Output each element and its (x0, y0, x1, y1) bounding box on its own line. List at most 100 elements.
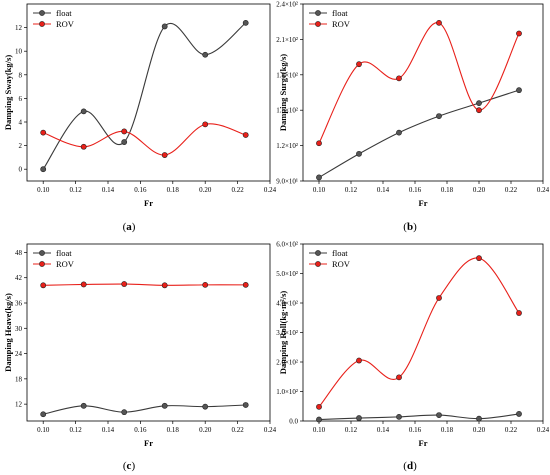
legend-label: float (56, 8, 72, 18)
y-tick-label: 1.0×10² (276, 388, 298, 396)
y-tick-label: 2.4×10² (276, 1, 298, 9)
data-point-ROV (121, 281, 128, 287)
y-axis-label: Damping Surge(kg/s) (278, 54, 288, 131)
legend-marker (39, 21, 45, 27)
data-point-ROV (40, 129, 47, 136)
data-point-float (516, 411, 522, 417)
data-point-float (40, 411, 47, 418)
series-line-float (318, 413, 520, 421)
data-point-float (396, 129, 402, 136)
y-tick-label: 10 (15, 48, 23, 56)
series-line-float (42, 22, 247, 170)
x-tick-label: 0.12 (345, 426, 358, 434)
data-point-float (476, 415, 482, 422)
x-tick-label: 0.22 (505, 426, 518, 434)
data-point-float (80, 402, 87, 409)
data-point-ROV (242, 281, 249, 288)
x-tick-label: 0.18 (441, 186, 454, 194)
x-tick-label: 0.20 (473, 426, 486, 434)
legend-label: ROV (332, 259, 351, 269)
x-tick-label: 0.18 (167, 186, 180, 194)
data-point-float (242, 19, 249, 26)
data-point-ROV (476, 107, 482, 114)
y-tick-label: 30 (15, 325, 23, 333)
x-tick-label: 0.24 (537, 426, 550, 434)
x-tick-label: 0.24 (264, 426, 277, 434)
series-line-float (43, 404, 246, 415)
y-axis-label: Damping Heave(kg/s) (3, 293, 13, 372)
data-point-float (476, 100, 482, 107)
data-point-float (202, 403, 209, 410)
x-tick-label: 0.14 (377, 186, 390, 194)
data-point-float (516, 87, 522, 94)
y-tick-label: 36 (15, 300, 23, 308)
data-point-ROV (396, 75, 402, 82)
legend-label: ROV (56, 19, 75, 29)
legend-label: float (332, 248, 348, 258)
data-point-float (396, 413, 402, 420)
x-tick-label: 0.10 (37, 426, 50, 434)
x-tick-label: 0.24 (537, 186, 550, 194)
data-point-float (80, 108, 87, 115)
data-point-ROV (242, 132, 249, 138)
x-tick-label: 0.12 (69, 186, 82, 194)
legend-marker (315, 21, 321, 27)
data-point-ROV (316, 403, 322, 410)
y-tick-label: 42 (15, 274, 23, 282)
plot-frame (302, 3, 544, 182)
legend-marker (39, 261, 45, 267)
data-point-float (436, 113, 442, 119)
data-point-float (316, 416, 322, 423)
data-point-ROV (161, 282, 168, 289)
x-tick-label: 0.14 (102, 186, 115, 194)
data-point-float (316, 174, 322, 181)
y-tick-label: 4 (19, 119, 23, 127)
legend-marker (39, 10, 45, 16)
y-tick-label: 8 (19, 71, 23, 79)
y-tick-label: 4.0×10² (276, 300, 298, 308)
y-tick-label: 0.0 (289, 418, 298, 426)
y-tick-label: 1.2×10² (276, 142, 298, 150)
x-tick-label: 0.16 (134, 186, 147, 194)
y-tick-label: 2.1×10² (276, 36, 298, 44)
y-tick-label: 6 (19, 95, 23, 103)
data-point-float (242, 402, 249, 408)
data-point-ROV (40, 282, 47, 289)
legend-label: ROV (332, 19, 351, 29)
legend-marker (315, 261, 321, 267)
data-point-float (356, 150, 362, 157)
plot-frame (26, 243, 271, 422)
series-line-ROV (43, 283, 246, 286)
panel-label: (c) (123, 460, 136, 472)
chart-panel-0: 0.10 0.12 0.14 0.16 0.18 0.20 0.22 0.24 0 2 4 6 8 10 1… (3, 3, 277, 233)
data-point-float (161, 23, 168, 30)
panel-label: (b) (403, 221, 417, 233)
x-tick-label: 0.10 (313, 186, 326, 194)
x-tick-label: 0.16 (134, 426, 147, 434)
y-tick-label: 6.0×10² (276, 241, 298, 249)
data-point-ROV (396, 374, 402, 381)
series-line-float (318, 89, 520, 178)
panel-label: (a) (123, 221, 136, 233)
data-point-float (40, 166, 47, 173)
data-point-ROV (202, 121, 209, 128)
data-point-ROV (80, 281, 87, 288)
data-point-ROV (121, 128, 128, 135)
y-tick-label: 24 (15, 350, 23, 358)
data-point-float (202, 51, 209, 58)
series-line-ROV (318, 22, 520, 144)
data-point-ROV (80, 143, 87, 150)
data-point-ROV (202, 281, 209, 288)
x-axis-label: Fr (419, 438, 428, 448)
y-tick-label: 1.5×10² (276, 107, 298, 115)
y-tick-label: 12 (15, 401, 23, 409)
data-point-float (436, 412, 442, 418)
y-tick-label: 2.0×10² (276, 359, 298, 367)
chart-panel-3: 0.10 0.12 0.14 0.16 0.18 0.20 0.22 0.24 0.0 1.0×1… (276, 241, 549, 473)
x-tick-label: 0.20 (199, 426, 212, 434)
x-tick-label: 0.20 (199, 186, 212, 194)
y-tick-label: 5.0×10² (276, 270, 298, 278)
series-line-ROV (43, 123, 246, 156)
series-line-ROV (318, 257, 520, 408)
